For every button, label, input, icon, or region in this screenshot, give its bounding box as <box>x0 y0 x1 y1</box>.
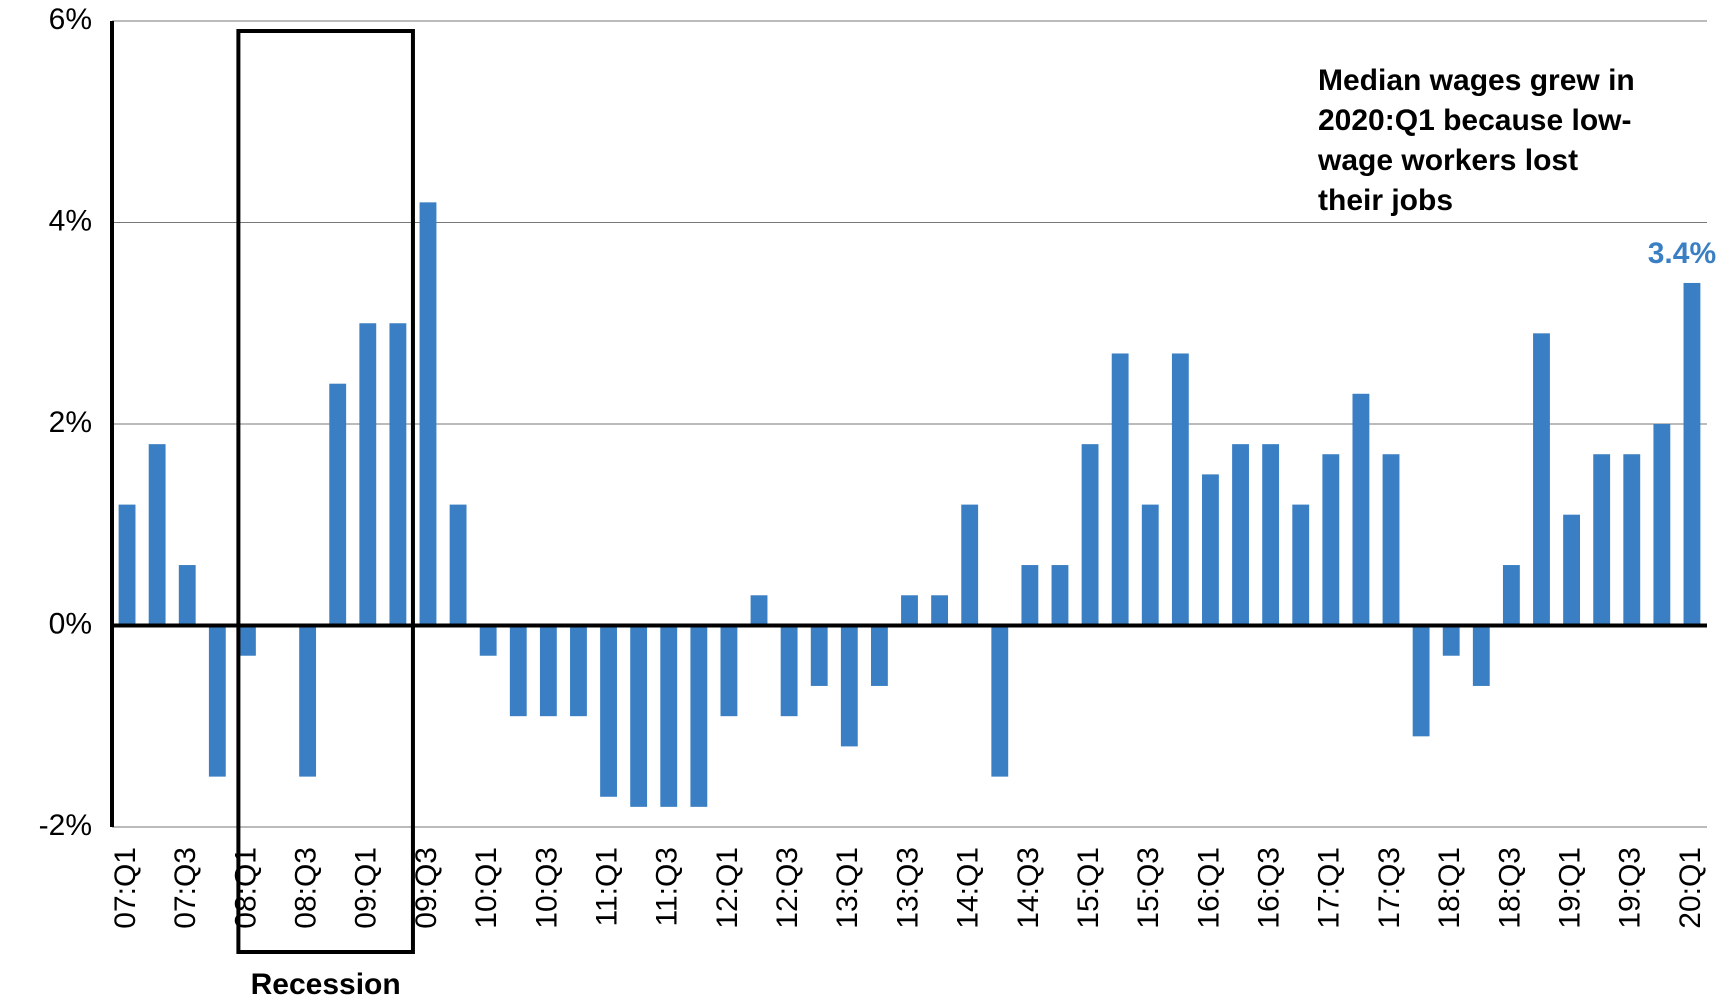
bar <box>1202 474 1219 626</box>
annotation: wage workers lost <box>1317 144 1578 177</box>
x-tick-label: 10:Q1 <box>470 847 503 929</box>
bar <box>208 625 226 777</box>
annotation: Median wages grew in <box>1318 64 1635 97</box>
y-tick-label: 2% <box>49 406 92 439</box>
bar <box>1382 454 1400 626</box>
bar <box>1081 444 1099 626</box>
bar <box>931 595 949 626</box>
bar <box>359 323 377 626</box>
bar <box>600 625 617 797</box>
bar <box>1442 625 1460 656</box>
x-tick-label: 15:Q3 <box>1132 847 1165 929</box>
x-tick-label: 16:Q1 <box>1192 847 1225 929</box>
bar <box>870 625 888 686</box>
recession-label: Recession <box>251 968 401 1001</box>
bar <box>840 625 858 747</box>
bar <box>750 595 768 626</box>
x-tick-label: 14:Q3 <box>1012 847 1045 929</box>
x-tick-label: 08:Q1 <box>229 847 262 929</box>
bar <box>1593 454 1611 626</box>
bar <box>1051 565 1069 626</box>
x-tick-label: 19:Q1 <box>1553 847 1586 929</box>
bar <box>329 383 347 626</box>
bar <box>479 625 497 656</box>
bar <box>1472 625 1490 686</box>
bar <box>1623 454 1641 626</box>
x-tick-label: 11:Q1 <box>590 847 623 927</box>
bar <box>1352 393 1370 626</box>
bar <box>1322 454 1340 626</box>
x-tick-label: 13:Q3 <box>891 847 924 929</box>
x-tick-label: 09:Q3 <box>410 847 443 929</box>
bar <box>389 323 407 626</box>
recession-box <box>236 29 415 954</box>
bar <box>1021 565 1039 626</box>
x-tick-label: 08:Q3 <box>290 847 323 929</box>
y-tick-label: -2% <box>39 809 92 842</box>
bar <box>810 625 828 686</box>
x-tick-label: 15:Q1 <box>1072 847 1105 929</box>
x-tick-label: 12:Q3 <box>771 847 804 929</box>
x-tick-label: 20:Q1 <box>1674 847 1707 929</box>
value-label: 3.4% <box>1648 237 1716 270</box>
bar <box>690 625 708 807</box>
x-tick-label: 07:Q1 <box>109 847 142 929</box>
bar <box>1232 444 1249 626</box>
bar <box>1683 282 1701 626</box>
bar <box>1653 424 1671 626</box>
x-tick-label: 18:Q1 <box>1433 847 1466 929</box>
x-tick-label: 17:Q1 <box>1313 847 1346 929</box>
bar <box>570 625 587 717</box>
x-tick-label: 09:Q1 <box>350 847 383 929</box>
x-tick-label: 17:Q3 <box>1373 847 1406 929</box>
bar <box>1141 504 1159 626</box>
bar <box>991 625 1009 777</box>
bar <box>118 504 136 626</box>
bar <box>1412 625 1430 737</box>
x-tick-label: 18:Q3 <box>1493 847 1526 929</box>
bar <box>1262 444 1280 626</box>
bar <box>660 625 678 807</box>
x-tick-label: 16:Q3 <box>1253 847 1286 929</box>
bar <box>1502 565 1520 626</box>
bar <box>901 595 918 626</box>
bar <box>299 625 317 777</box>
bar <box>630 625 648 807</box>
bar <box>539 625 557 717</box>
x-tick-label: 19:Q3 <box>1614 847 1647 929</box>
annotation: their jobs <box>1318 184 1453 217</box>
bar <box>961 504 979 626</box>
x-tick-label: 10:Q3 <box>530 847 563 929</box>
bar <box>1292 504 1310 626</box>
x-tick-label: 13:Q1 <box>831 847 864 929</box>
bar <box>1111 353 1129 626</box>
bar <box>780 625 798 717</box>
bar <box>148 444 166 626</box>
bar <box>1171 353 1189 626</box>
x-tick-label: 12:Q1 <box>711 847 744 929</box>
annotation: 2020:Q1 because low- <box>1318 104 1631 137</box>
bar <box>1533 333 1550 626</box>
x-tick-label: 11:Q3 <box>651 847 684 927</box>
bar <box>178 565 196 626</box>
bar <box>449 504 467 626</box>
x-tick-label: 14:Q1 <box>952 847 985 929</box>
bar <box>419 202 437 626</box>
bar <box>238 625 256 656</box>
bar <box>1563 514 1581 626</box>
y-tick-label: 6% <box>49 3 92 36</box>
x-tick-label: 07:Q3 <box>169 847 202 929</box>
bar <box>720 625 738 717</box>
y-tick-label: 0% <box>49 607 92 640</box>
bar <box>509 625 527 717</box>
y-tick-label: 4% <box>49 204 92 237</box>
